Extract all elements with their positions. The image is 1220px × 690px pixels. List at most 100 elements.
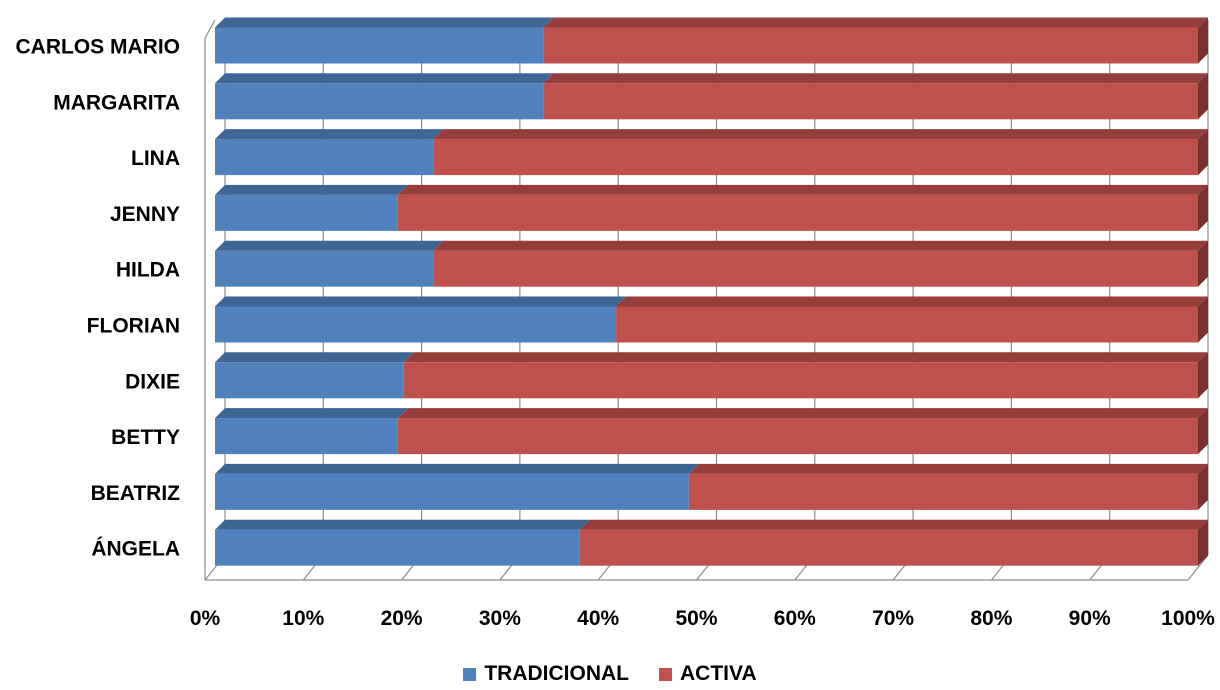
category-label: JENNY — [110, 203, 180, 226]
category-label: HILDA — [116, 259, 180, 282]
bar-tradicional-ángela — [215, 519, 590, 566]
x-tick-label: 100% — [1161, 607, 1215, 630]
bar-front — [215, 250, 434, 287]
bar-front — [433, 250, 1198, 287]
bar-tradicional-margarita — [215, 73, 554, 120]
category-label: BEATRIZ — [91, 482, 181, 505]
bar-tradicional-hilda — [215, 240, 444, 287]
left-wall — [204, 19, 216, 580]
category-label: FLORIAN — [87, 315, 180, 338]
bar-top — [215, 73, 554, 84]
bar-activa-dixie — [403, 352, 1209, 399]
bar-top — [215, 352, 414, 363]
bar-front — [433, 139, 1198, 176]
x-tick-labels: 0% 10% 20% 30% 40% 50% 60% 70% 80% 90% 100% — [190, 607, 1215, 630]
bar-front — [543, 27, 1198, 64]
bar-front — [215, 139, 434, 176]
x-tick-label: 90% — [1069, 607, 1111, 630]
bar-top — [616, 296, 1208, 307]
bar-tradicional-beatriz — [215, 463, 699, 510]
bar-front — [215, 362, 404, 399]
bar-activa-jenny — [397, 184, 1208, 231]
legend-swatch-tradicional — [463, 667, 477, 681]
bar-tradicional-dixie — [215, 352, 414, 399]
bar-activa-florian — [616, 296, 1208, 343]
bars — [215, 17, 1209, 566]
bar-tradicional-jenny — [215, 184, 408, 231]
x-tick-label: 40% — [577, 607, 619, 630]
x-tick-label: 70% — [872, 607, 914, 630]
category-label: CARLOS MARIO — [16, 36, 181, 59]
bar-front — [616, 306, 1198, 343]
category-labels: CARLOS MARIO MARGARITA LINA JENNY HILDA FLORI… — [16, 36, 181, 561]
bar-front — [397, 418, 1198, 455]
legend-swatch-activa — [659, 667, 673, 681]
category-label: LINA — [131, 147, 180, 170]
bar-activa-carlos-mario — [543, 17, 1208, 64]
bar-activa-lina — [433, 129, 1208, 176]
bar-tradicional-betty — [215, 408, 408, 455]
category-label: ÁNGELA — [91, 538, 180, 561]
bar-top — [433, 240, 1208, 251]
bar-top — [397, 184, 1208, 195]
bar-top — [215, 129, 444, 140]
bar-activa-margarita — [543, 73, 1208, 120]
bar-front — [543, 83, 1198, 120]
bar-top — [579, 519, 1208, 530]
bar-front — [215, 83, 544, 120]
bar-top — [215, 519, 590, 530]
bar-top — [215, 184, 408, 195]
bar-tradicional-carlos-mario — [215, 17, 554, 64]
bar-top — [403, 352, 1209, 363]
bar-tradicional-lina — [215, 129, 444, 176]
x-tick-label: 0% — [190, 607, 221, 630]
bar-activa-betty — [397, 408, 1208, 455]
bar-side — [1198, 240, 1208, 287]
bar-side — [1198, 129, 1208, 176]
bar-front — [215, 473, 689, 510]
bar-side — [1198, 463, 1208, 510]
x-tick-label: 20% — [381, 607, 423, 630]
bar-top — [215, 463, 699, 474]
x-tick-label: 30% — [479, 607, 521, 630]
bar-front — [215, 418, 398, 455]
legend-item-activa: ACTIVA — [659, 662, 757, 686]
bar-front — [403, 362, 1199, 399]
bar-side — [1198, 408, 1208, 455]
bar-front — [397, 194, 1198, 231]
bar-top — [543, 73, 1208, 84]
stacked-bar-chart: CARLOS MARIO MARGARITA LINA JENNY HILDA FLORI… — [16, 17, 1215, 630]
x-tick-label: 10% — [282, 607, 324, 630]
category-label: BETTY — [111, 426, 180, 449]
bar-front — [215, 306, 617, 343]
legend-label-activa: ACTIVA — [680, 662, 757, 685]
bar-activa-hilda — [433, 240, 1208, 287]
bar-top — [215, 17, 554, 28]
category-label: MARGARITA — [53, 91, 180, 114]
bar-top — [433, 129, 1208, 140]
x-tick-label: 60% — [774, 607, 816, 630]
bar-side — [1198, 519, 1208, 566]
bar-tradicional-florian — [215, 296, 627, 343]
bar-side — [1198, 73, 1208, 120]
bar-top — [215, 408, 408, 419]
bar-front — [215, 27, 544, 64]
bar-front — [215, 529, 580, 566]
bar-activa-beatriz — [688, 463, 1208, 510]
bar-top — [688, 463, 1208, 474]
bar-side — [1198, 17, 1208, 64]
x-tick-label: 50% — [675, 607, 717, 630]
bar-top — [215, 240, 444, 251]
bar-side — [1198, 184, 1208, 231]
bar-activa-ángela — [579, 519, 1208, 566]
category-label: DIXIE — [125, 370, 180, 393]
legend-item-tradicional: TRADICIONAL — [463, 662, 629, 686]
bar-top — [543, 17, 1208, 28]
legend-label-tradicional: TRADICIONAL — [484, 662, 630, 685]
legend: TRADICIONAL ACTIVA — [0, 662, 1220, 686]
floor-gridline — [1187, 554, 1209, 581]
x-tick-label: 80% — [970, 607, 1012, 630]
bar-front — [215, 194, 398, 231]
bar-top — [397, 408, 1208, 419]
